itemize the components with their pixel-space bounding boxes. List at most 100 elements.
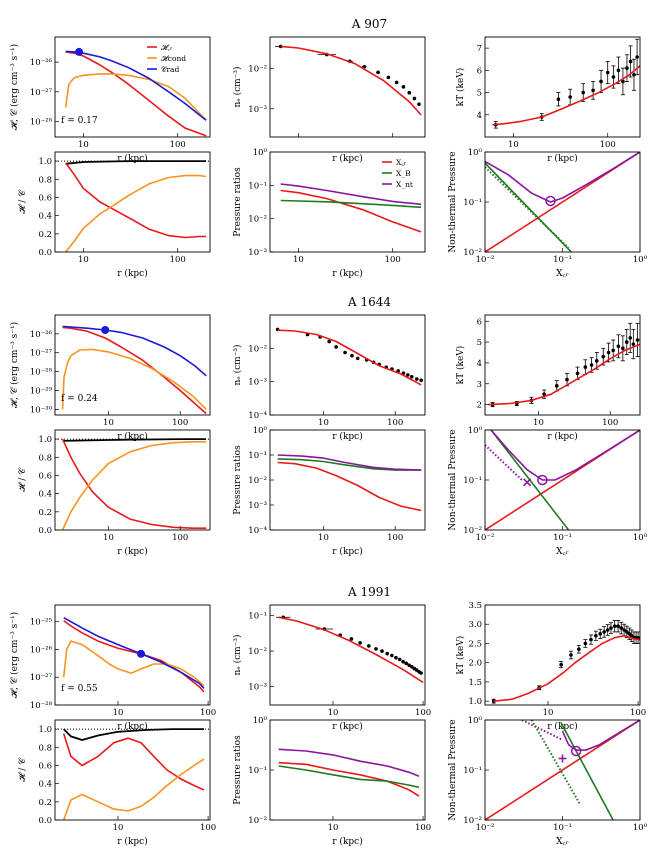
- x-tick-label: 10: [293, 255, 304, 265]
- y-tick-label: 10⁻²⁹: [30, 386, 53, 396]
- y-tick-label: 2.0: [468, 659, 482, 669]
- y-tick-label: 10⁻³: [248, 682, 267, 692]
- x-tick-label: 100: [415, 823, 431, 833]
- y-tick-label: 0.2: [38, 798, 52, 808]
- y-tick-label: 3.5: [468, 601, 482, 611]
- data-point: [609, 626, 613, 630]
- x-tick-label: 10: [318, 533, 329, 543]
- transition-marker: [136, 649, 145, 658]
- series-line: [492, 65, 640, 126]
- x-tick-label: 10⁰: [633, 255, 648, 265]
- x-tick-label: 10: [113, 708, 124, 718]
- x-tick-label: 10: [508, 140, 519, 150]
- y-tick-label: 0.2: [38, 230, 52, 240]
- transition-marker: [101, 326, 110, 335]
- x-axis-label: r (kpc): [547, 431, 577, 442]
- y-tick-label: 10⁻¹: [248, 612, 267, 622]
- data-point: [621, 79, 625, 84]
- data-point: [412, 96, 417, 101]
- x-axis-label: r (kpc): [117, 721, 147, 732]
- data-point: [394, 655, 398, 660]
- x-tick-label: 100: [387, 418, 403, 428]
- data-point: [605, 628, 610, 632]
- y-axis-label: Non-thermal Pressure: [448, 719, 458, 820]
- data-point: [624, 340, 629, 344]
- series-line: [485, 444, 523, 481]
- data-point: [628, 59, 633, 64]
- plot-frame: [484, 314, 641, 416]
- y-tick-label: 3.0: [468, 620, 482, 630]
- heating-ratio-panel: 10 100 0.0 0.2 0.4 0.6 0.8 1.0 r (kpc) 𝓗 / 𝒞: [18, 719, 216, 847]
- series-line: [64, 73, 207, 121]
- y-axis-label: kT (keV): [455, 68, 466, 107]
- f-annotation: f = 0.17: [61, 116, 98, 126]
- x-axis-label: X꜀ᵣ: [556, 269, 569, 279]
- plot-frame: [54, 604, 211, 706]
- electron-density-panel: 10 100 10⁻² 10⁻³ 10⁻⁴ r (kpc) nₑ (cm⁻³): [232, 314, 426, 442]
- y-axis-label: nₑ (cm⁻³): [232, 634, 243, 675]
- pressure-ratios-panel: 10 100 10⁰ 10⁻¹ 10⁻² r (kpc) Pressure ratios: [233, 716, 431, 847]
- series-line: [485, 162, 572, 252]
- y-tick-label: 2: [477, 401, 482, 411]
- x-tick-label: 100: [385, 255, 401, 265]
- y-tick-label: 10⁻²: [248, 647, 267, 657]
- y-tick-label: 5: [477, 89, 482, 99]
- data-point: [390, 653, 394, 658]
- series-line: [277, 458, 422, 471]
- y-tick-label: 10⁻²: [463, 248, 482, 258]
- x-tick-label: 10⁻²: [476, 255, 495, 265]
- data-point: [628, 336, 633, 340]
- series-line: [62, 438, 207, 442]
- x-tick-label: 100: [172, 418, 188, 428]
- x-tick-label: 100: [600, 140, 616, 150]
- series-line: [61, 441, 207, 530]
- data-point: [619, 626, 624, 630]
- series-line: [62, 758, 205, 820]
- data-point: [386, 75, 391, 80]
- y-tick-label: 1.0: [38, 157, 52, 167]
- data-point: [591, 88, 595, 93]
- y-tick-label: 0.6: [38, 193, 52, 203]
- data-point: [407, 90, 412, 95]
- y-axis-label: Non-thermal Pressure: [448, 429, 458, 530]
- y-axis-label: kT (keV): [455, 636, 466, 675]
- data-point: [606, 350, 611, 355]
- y-tick-label: 10⁻²: [463, 816, 482, 826]
- x-tick-label: 10: [543, 708, 554, 718]
- series-line: [63, 617, 205, 689]
- y-axis-label: kT (keV): [455, 346, 466, 385]
- y-tick-label: 0.4: [38, 490, 52, 500]
- data-point: [635, 55, 639, 59]
- y-tick-label: 2.5: [468, 639, 482, 649]
- data-point: [415, 377, 419, 381]
- heating-ratio-panel: 10 100 0.0 0.2 0.4 0.6 0.8 1.0 r (kpc) 𝓗 / 𝒞: [18, 151, 211, 279]
- data-point: [419, 378, 423, 383]
- y-tick-label: 10⁻¹: [463, 198, 482, 208]
- data-point: [621, 346, 625, 351]
- y-axis-label: nₑ (cm⁻³): [232, 66, 243, 107]
- y-tick-label: 6: [477, 66, 482, 76]
- x-axis-label: r (kpc): [117, 431, 147, 442]
- series-line: [62, 326, 207, 415]
- data-point: [362, 64, 367, 69]
- series-line: [485, 166, 570, 249]
- f-annotation: f = 0.55: [61, 684, 98, 694]
- y-tick-label: 10⁻²⁶: [30, 58, 53, 68]
- cluster-title: A 1991: [347, 585, 392, 599]
- y-axis-label: 𝓗 / 𝒞: [18, 189, 28, 214]
- plot-frame: [54, 719, 211, 821]
- y-tick-label: 10⁻²⁶: [30, 645, 53, 655]
- transition-marker: [75, 47, 84, 56]
- x-tick-label: 10⁻²: [476, 533, 495, 543]
- plot-frame: [484, 429, 641, 531]
- data-point: [334, 345, 338, 349]
- x-axis-label: X꜀ᵣ: [556, 837, 569, 847]
- data-point: [327, 339, 331, 344]
- data-point: [410, 664, 414, 669]
- y-tick-label: 10⁻²⁸: [30, 117, 53, 127]
- y-tick-label: 0.4: [38, 212, 52, 222]
- plot-frame: [54, 151, 211, 253]
- y-tick-label: 10⁰: [253, 426, 268, 436]
- y-tick-label: 10⁻²: [248, 816, 267, 826]
- y-tick-label: 6: [477, 317, 482, 327]
